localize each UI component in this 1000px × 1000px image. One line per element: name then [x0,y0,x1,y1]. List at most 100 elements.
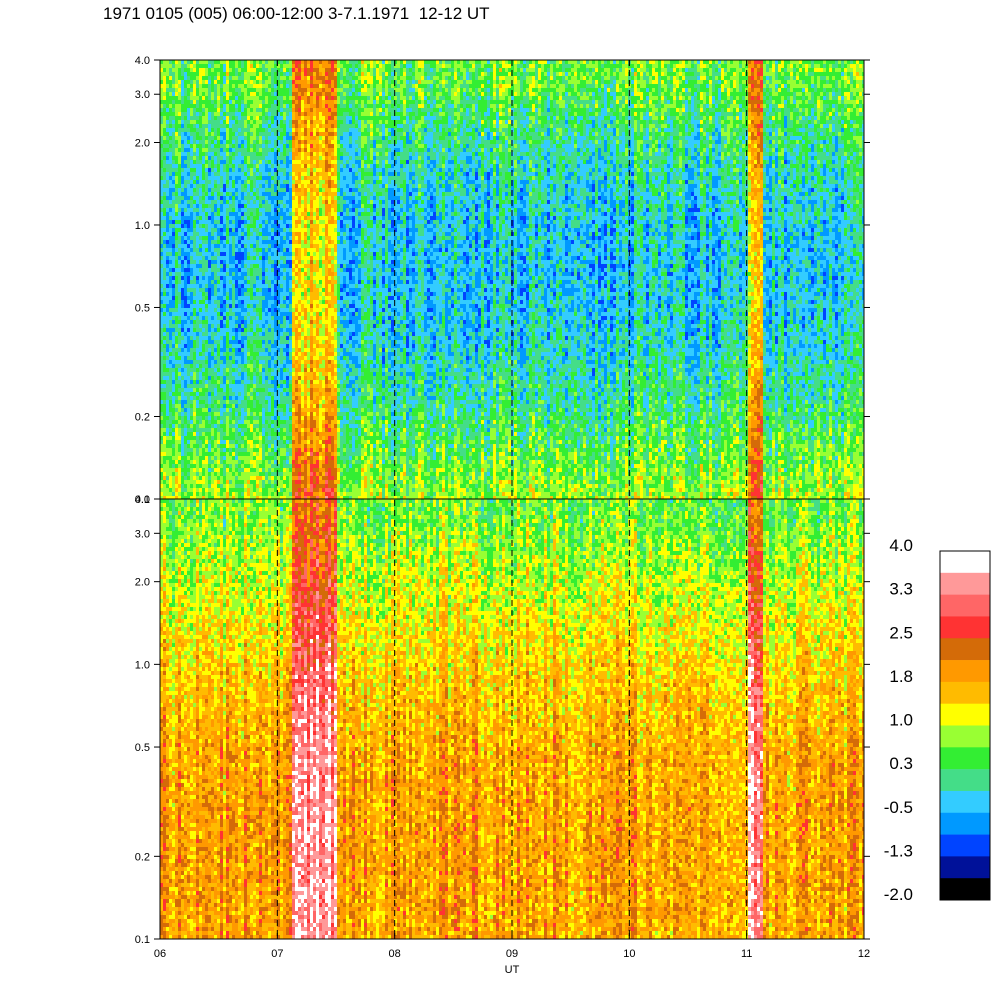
heatmap-cell [229,400,233,405]
heatmap-cell [259,360,263,365]
heatmap-cell [214,252,218,257]
heatmap-cell [244,320,248,325]
heatmap-cell [262,328,266,333]
heatmap-cell [241,116,245,121]
heatmap-cell [286,164,290,169]
heatmap-cell [295,216,299,221]
heatmap-cell [169,348,173,353]
heatmap-cell [241,476,245,481]
heatmap-cell [184,208,188,213]
heatmap-cell [223,140,227,145]
heatmap-cell [184,344,188,349]
heatmap-cell [262,252,266,257]
heatmap-cell [292,244,296,249]
heatmap-cell [187,148,191,153]
heatmap-cell [199,224,203,229]
heatmap-cell [289,360,293,365]
heatmap-cell [250,204,254,209]
heatmap-cell [226,232,230,237]
heatmap-cell [292,200,296,205]
heatmap-cell [172,112,176,117]
heatmap-cell [226,336,230,341]
heatmap-cell [253,116,257,121]
heatmap-cell [208,488,212,493]
heatmap-cell [187,140,191,145]
heatmap-cell [283,96,287,101]
heatmap-cell [241,376,245,381]
heatmap-cell [232,284,236,289]
heatmap-cell [205,388,209,393]
heatmap-cell [166,260,170,265]
heatmap-cell [220,268,224,273]
heatmap-cell [172,184,176,189]
heatmap-cell [289,308,293,313]
heatmap-cell [181,404,185,409]
heatmap-cell [208,460,212,465]
heatmap-cell [223,132,227,137]
heatmap-cell [265,188,269,193]
heatmap-cell [214,200,218,205]
heatmap-cell [160,348,164,353]
heatmap-cell [268,92,272,97]
heatmap-cell [193,484,197,489]
heatmap-cell [217,200,221,205]
heatmap-cell [199,324,203,329]
heatmap-cell [241,220,245,225]
heatmap-cell [187,352,191,357]
heatmap-cell [235,492,239,497]
heatmap-cell [199,464,203,469]
heatmap-cell [205,440,209,445]
heatmap-cell [289,112,293,117]
heatmap-cell [250,140,254,145]
heatmap-cell [166,80,170,85]
heatmap-cell [160,380,164,385]
heatmap-cell [289,232,293,237]
heatmap-cell [256,260,260,265]
heatmap-cell [160,156,164,161]
heatmap-cell [193,68,197,73]
heatmap-cell [208,140,212,145]
heatmap-cell [181,180,185,185]
heatmap-cell [184,268,188,273]
heatmap-cell [244,172,248,177]
heatmap-cell [265,168,269,173]
heatmap-cell [211,160,215,165]
heatmap-cell [262,164,266,169]
heatmap-cell [232,108,236,113]
heatmap-cell [211,240,215,245]
heatmap-cell [208,240,212,245]
heatmap-cell [187,328,191,333]
heatmap-cell [163,352,167,357]
heatmap-cell [250,68,254,73]
heatmap-cell [271,112,275,117]
heatmap-cell [247,316,251,321]
heatmap-cell [250,148,254,153]
heatmap-cell [283,184,287,189]
heatmap-cell [175,456,179,461]
heatmap-cell [289,244,293,249]
heatmap-cell [172,96,176,101]
heatmap-cell [250,348,254,353]
heatmap-cell [259,268,263,273]
heatmap-cell [286,232,290,237]
heatmap-cell [289,336,293,341]
heatmap-cell [223,204,227,209]
heatmap-cell [226,420,230,425]
heatmap-cell [190,88,194,93]
heatmap-cell [289,172,293,177]
heatmap-cell [184,136,188,141]
heatmap-cell [271,372,275,377]
heatmap-cell [247,448,251,453]
heatmap-cell [202,492,206,497]
heatmap-cell [190,248,194,253]
heatmap-cell [235,184,239,189]
heatmap-cell [262,120,266,125]
heatmap-cell [250,100,254,105]
heatmap-cell [175,156,179,161]
heatmap-cell [232,220,236,225]
heatmap-cell [217,324,221,329]
heatmap-cell [256,288,260,293]
heatmap-cell [223,368,227,373]
heatmap-cell [238,168,242,173]
heatmap-cell [214,360,218,365]
